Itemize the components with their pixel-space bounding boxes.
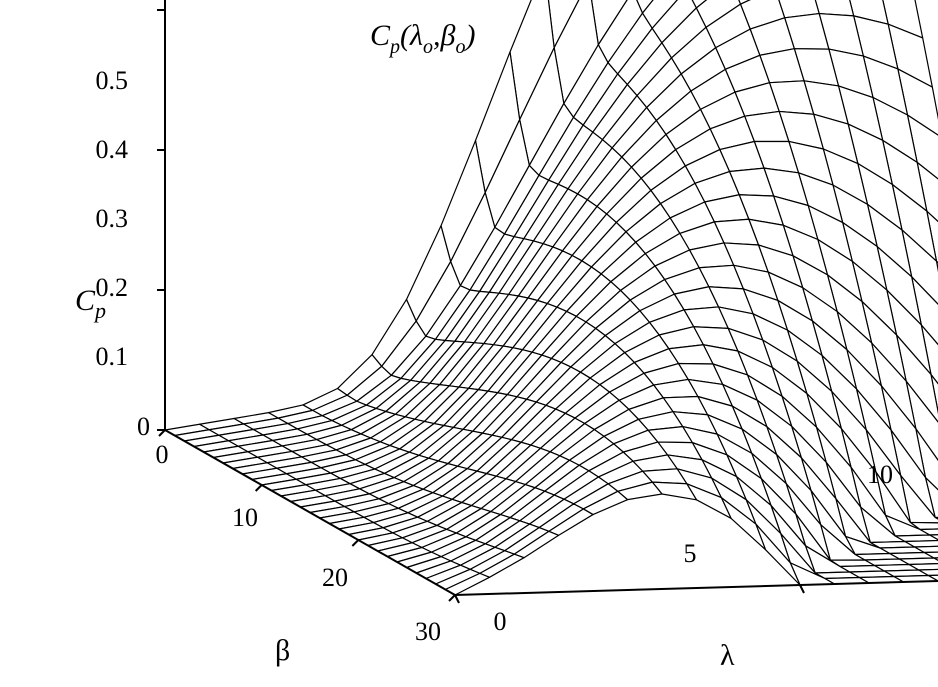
svg-text:0: 0 (137, 412, 150, 441)
svg-text:10: 10 (867, 460, 893, 489)
svg-text:0.4: 0.4 (96, 135, 129, 164)
svg-text:0.3: 0.3 (96, 204, 129, 233)
y-axis-label: λ (720, 639, 735, 672)
svg-text:5: 5 (684, 539, 697, 568)
svg-text:30: 30 (415, 617, 441, 646)
svg-text:20: 20 (322, 563, 348, 592)
axis-frame (157, 0, 165, 430)
svg-text:10: 10 (232, 503, 258, 532)
cp-surface-chart: 00.10.20.30.40.501020300510CpβλCp(λo,βo) (0, 0, 938, 687)
svg-text:0: 0 (156, 440, 169, 469)
surface-mesh (165, 0, 938, 595)
optimum-label: Cp(λo,βo) (370, 19, 475, 58)
x-axis-label: β (275, 634, 290, 667)
svg-text:0.5: 0.5 (96, 66, 129, 95)
svg-text:0: 0 (494, 607, 507, 636)
svg-text:0.1: 0.1 (96, 342, 129, 371)
